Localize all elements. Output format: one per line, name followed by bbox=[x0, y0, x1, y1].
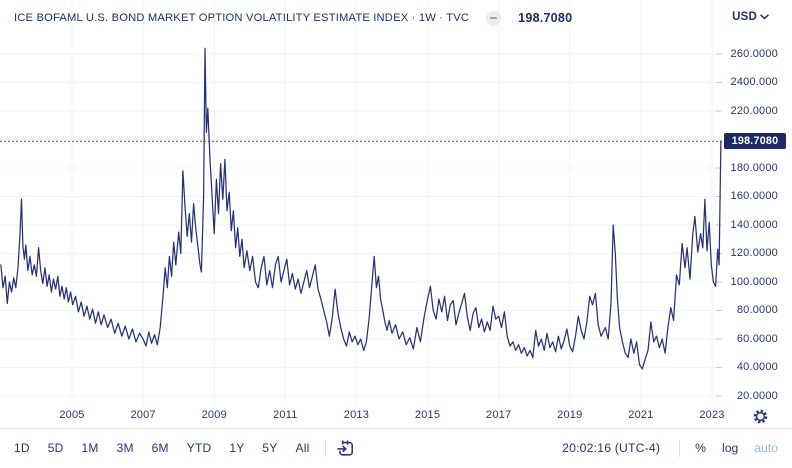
price-axis-label: 140.0000 bbox=[730, 218, 778, 231]
chevron-down-icon bbox=[760, 14, 769, 20]
range-button-1y[interactable]: 1Y bbox=[229, 441, 245, 455]
minus-icon bbox=[490, 17, 498, 19]
time-axis-label: 2015 bbox=[414, 409, 441, 421]
symbol-title[interactable]: ICE BOFAML U.S. BOND MARKET OPTION VOLAT… bbox=[14, 12, 470, 24]
time-axis-label: 2019 bbox=[557, 409, 583, 421]
calendar-go-to-icon bbox=[337, 439, 353, 456]
legend-last-price: 198.7080 bbox=[518, 11, 573, 25]
price-axis-label: 220.0000 bbox=[730, 104, 778, 117]
time-axis-label: 2021 bbox=[628, 409, 654, 421]
price-axis-label: 2400.000 bbox=[730, 76, 778, 88]
time-axis-label: 2011 bbox=[273, 409, 298, 421]
price-axis-label: 100.0000 bbox=[730, 275, 778, 288]
clock-display[interactable]: 20:02:16 (UTC-4) bbox=[562, 441, 661, 455]
time-axis-label: 2009 bbox=[201, 409, 227, 421]
currency-label: USD bbox=[732, 11, 757, 23]
price-axis[interactable]: 260.0000 2400.000 220.0000 180.0000 160.0000… bbox=[722, 0, 792, 404]
range-button-1m[interactable]: 1M bbox=[81, 441, 99, 455]
range-button-5d[interactable]: 5D bbox=[47, 441, 64, 455]
price-axis-label: 80.0000 bbox=[736, 304, 778, 316]
price-axis-label: 160.0000 bbox=[730, 190, 778, 202]
time-axis-label: 2017 bbox=[486, 409, 512, 421]
currency-selector[interactable]: USD bbox=[732, 11, 769, 23]
chart-pane[interactable] bbox=[0, 0, 722, 404]
grid-lines bbox=[0, 0, 722, 404]
gear-icon bbox=[753, 409, 767, 423]
range-button-5y[interactable]: 5Y bbox=[262, 441, 278, 455]
price-axis-label: 120.0000 bbox=[730, 247, 778, 259]
percent-scale-button[interactable]: % bbox=[695, 441, 706, 455]
range-button-3m[interactable]: 3M bbox=[116, 441, 134, 455]
range-selector: 1D 5D 1M 3M 6M YTD 1Y 5Y All bbox=[5, 437, 318, 459]
price-axis-label: 60.0000 bbox=[736, 332, 778, 345]
auto-scale-button[interactable]: auto bbox=[754, 441, 778, 455]
tools-divider bbox=[679, 439, 681, 457]
log-scale-button[interactable]: log bbox=[722, 441, 739, 455]
range-button-6m[interactable]: 6M bbox=[151, 441, 169, 455]
price-axis-label: 20.0000 bbox=[736, 389, 778, 402]
range-button-1d[interactable]: 1D bbox=[14, 441, 30, 455]
time-axis-label: 2023 bbox=[699, 409, 725, 421]
settings-gear-button[interactable] bbox=[752, 408, 768, 424]
time-axis-label: 2013 bbox=[343, 409, 370, 421]
range-button-ytd[interactable]: YTD bbox=[186, 441, 212, 455]
time-axis-label: 2005 bbox=[59, 409, 85, 421]
legend-collapse-button[interactable] bbox=[486, 10, 502, 26]
bottom-toolbar: 1D 5D 1M 3M 6M YTD 1Y 5Y All 20:02:16 (U… bbox=[0, 428, 792, 467]
price-axis-label: 260.0000 bbox=[730, 47, 778, 60]
axis-tools: 20:02:16 (UTC-4) % log auto bbox=[562, 439, 778, 457]
price-axis-label: 40.0000 bbox=[736, 361, 778, 373]
go-to-date-button[interactable] bbox=[333, 436, 357, 460]
range-button-all[interactable]: All bbox=[295, 441, 310, 455]
time-axis[interactable]: 2005 2007 2009 2011 2013 2015 2017 2019 2021 2023 bbox=[0, 404, 792, 428]
time-axis-label: 2007 bbox=[130, 409, 156, 421]
last-price-badge: 198.7080 bbox=[724, 133, 786, 150]
series-line bbox=[0, 47, 722, 370]
price-axis-label: 180.0000 bbox=[730, 161, 778, 174]
symbol-legend: ICE BOFAML U.S. BOND MARKET OPTION VOLAT… bbox=[14, 9, 572, 27]
toolbar-divider bbox=[325, 439, 327, 457]
